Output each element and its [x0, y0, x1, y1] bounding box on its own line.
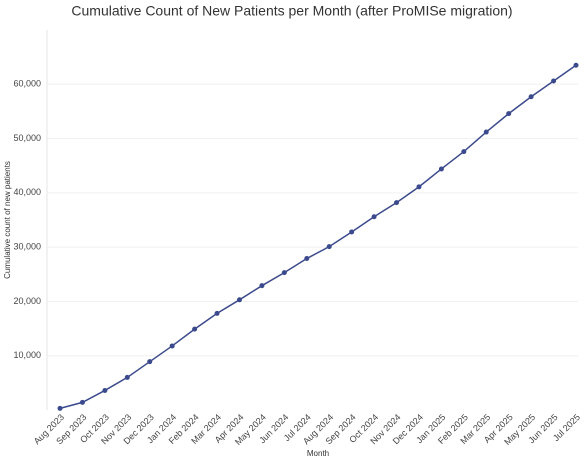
point	[416, 184, 422, 190]
y-tick-label: 20,000	[13, 296, 41, 306]
point	[124, 374, 130, 380]
point	[371, 214, 377, 220]
y-tick-label: 60,000	[13, 79, 41, 89]
y-axis-title: Cumulative count of new patients	[3, 161, 12, 279]
point	[551, 78, 557, 84]
x-axis-title: Month	[307, 449, 329, 458]
point	[79, 399, 85, 405]
point	[506, 111, 512, 117]
point	[169, 343, 175, 349]
point	[281, 270, 287, 276]
point	[349, 229, 355, 235]
chart-title: Cumulative Count of New Patients per Mon…	[71, 3, 512, 19]
point	[147, 359, 153, 365]
y-tick-label: 30,000	[13, 242, 41, 252]
line	[59, 64, 577, 410]
point	[102, 387, 108, 393]
point	[192, 326, 198, 332]
point	[573, 62, 579, 68]
point	[304, 256, 310, 262]
point	[259, 283, 265, 289]
point	[236, 297, 242, 303]
y-tick-label: 40,000	[13, 187, 41, 197]
point	[326, 244, 332, 250]
y-tick-label: 10,000	[13, 350, 41, 360]
point	[57, 405, 63, 411]
point	[394, 200, 400, 206]
point	[214, 310, 220, 316]
point	[461, 149, 467, 155]
point	[438, 166, 444, 172]
point	[483, 129, 489, 135]
point	[528, 94, 534, 100]
y-tick-label: 50,000	[13, 133, 41, 143]
